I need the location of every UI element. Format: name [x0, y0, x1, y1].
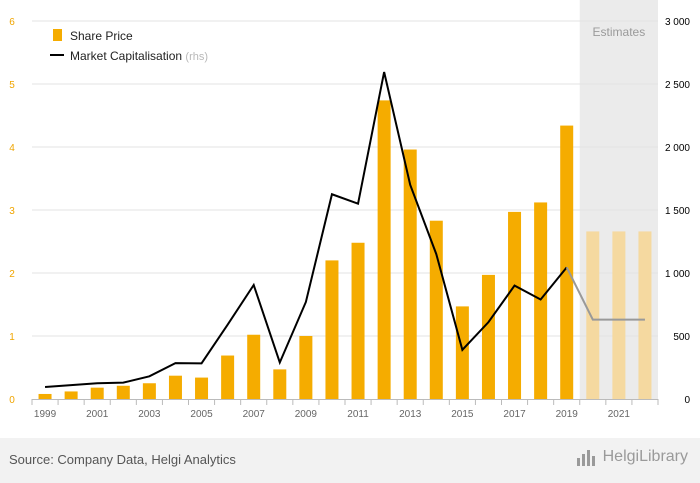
y-axis-right: 0 500 1 000 1 500 2 000 2 500 3 000 [665, 17, 690, 406]
y-left-tick-label: 6 [9, 17, 15, 28]
estimates-label: Estimates [593, 25, 646, 39]
legend: Share Price Market Capitalisation (rhs) [50, 29, 208, 63]
share-price-bar [560, 125, 574, 399]
x-tick-label: 2009 [295, 409, 318, 420]
combo-chart: Estimates 0 1 2 3 4 5 6 0 500 1 000 1 500 2 000 2 5… [9, 0, 690, 420]
share-price-bar [534, 202, 548, 399]
x-axis: 1999 2001 2003 2005 2007 2009 2011 2013 2015 2017… [31, 399, 659, 420]
share-price-bar [403, 149, 417, 399]
y-left-tick-label: 2 [9, 269, 15, 280]
legend-rhs-note: (rhs) [185, 51, 208, 63]
legend-label-share-price: Share Price [70, 29, 133, 43]
y-right-tick-label: 500 [673, 332, 690, 343]
share-price-bar [455, 306, 469, 399]
share-price-bars [38, 100, 652, 399]
legend-label-market-cap: Market Capitalisation [70, 49, 182, 63]
share-price-bar [377, 100, 391, 399]
y-left-tick-label: 4 [9, 143, 15, 154]
share-price-bar [221, 355, 235, 399]
x-tick-label: 2001 [86, 409, 109, 420]
x-tick-label: 2013 [399, 409, 422, 420]
gridlines [32, 20, 658, 337]
share-price-bar [116, 385, 130, 399]
share-price-bar [90, 387, 104, 399]
logo-text: HelgiLibrary [602, 448, 688, 465]
helgi-library-logo[interactable]: HelgiLibrary [576, 448, 688, 466]
share-price-bar [273, 369, 287, 399]
share-price-bar [247, 334, 261, 399]
x-tick-label: 2007 [243, 409, 266, 420]
y-left-tick-label: 1 [9, 332, 15, 343]
x-tick-label: 2011 [347, 409, 369, 420]
share-price-bar [612, 231, 626, 399]
share-price-bar [64, 391, 78, 399]
share-price-bar [168, 375, 182, 399]
share-price-bar [195, 377, 209, 399]
share-price-bar [351, 242, 365, 399]
y-axis-left: 0 1 2 3 4 5 6 [9, 17, 15, 406]
y-right-tick-label: 1 500 [665, 206, 690, 217]
y-right-tick-label: 2 000 [665, 143, 690, 154]
market-cap-line-estimate [565, 266, 645, 321]
legend-swatch-share-price [53, 29, 62, 41]
y-right-tick-label: 3 000 [665, 17, 690, 28]
share-price-bar [299, 336, 313, 399]
share-price-bar [142, 383, 156, 399]
library-books-icon [576, 448, 599, 466]
market-cap-line-actual [44, 71, 568, 389]
y-right-tick-label: 0 [684, 395, 690, 406]
share-price-bar [638, 231, 652, 399]
svg-text:Market Capitalisation (rhs): Market Capitalisation (rhs) [70, 49, 208, 63]
share-price-bar [508, 211, 522, 399]
share-price-bar [481, 274, 495, 399]
y-left-tick-label: 0 [9, 395, 15, 406]
source-note: Source: Company Data, Helgi Analytics [9, 452, 236, 467]
x-tick-label: 2015 [451, 409, 474, 420]
share-price-bar [325, 260, 339, 399]
y-left-tick-label: 5 [9, 80, 15, 91]
market-cap-line [44, 71, 645, 389]
x-tick-label: 2021 [608, 409, 631, 420]
share-price-bar [586, 231, 600, 399]
footer: Source: Company Data, Helgi Analytics He… [0, 438, 700, 483]
x-tick-label: 2019 [556, 409, 579, 420]
share-price-bar [38, 393, 52, 399]
y-left-tick-label: 3 [9, 206, 15, 217]
share-price-bar [429, 220, 443, 399]
x-tick-label: 2003 [138, 409, 161, 420]
y-right-tick-label: 1 000 [665, 269, 690, 280]
x-tick-label: 2005 [190, 409, 213, 420]
x-tick-label: 2017 [503, 409, 526, 420]
y-right-tick-label: 2 500 [665, 80, 690, 91]
x-tick-label: 1999 [34, 409, 57, 420]
